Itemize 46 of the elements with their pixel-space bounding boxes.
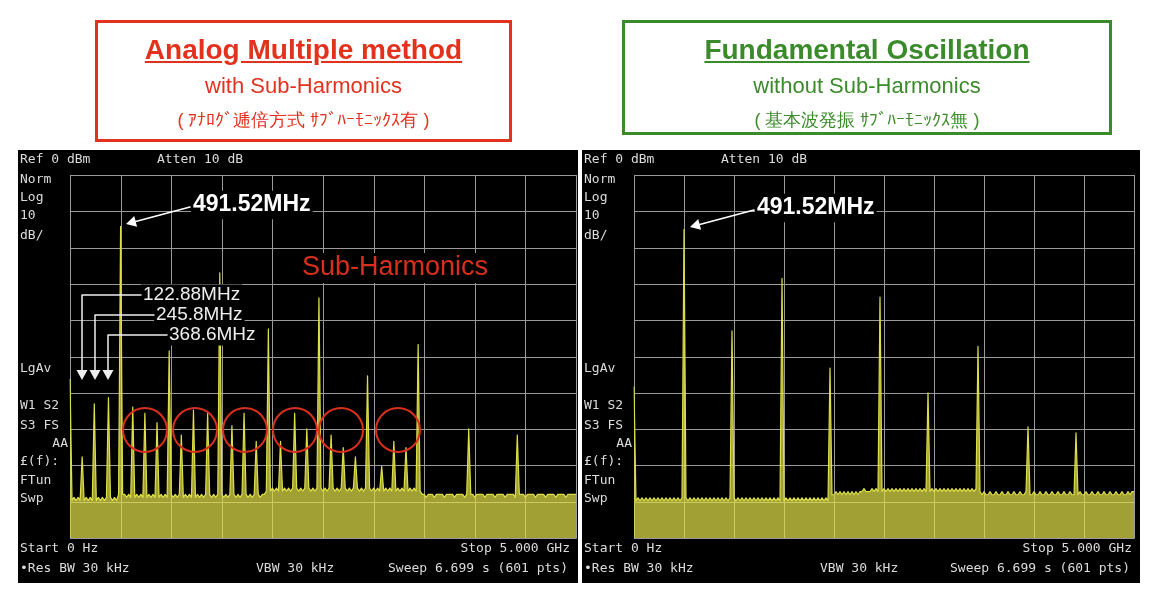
text: AA [52,435,69,451]
text: Stop 5.000 GHz [1022,540,1132,556]
chart-title: Fundamental Oscillation [703,34,1031,66]
text: S3 FS [20,417,60,433]
text: Log [584,189,608,205]
text: Swp [584,490,608,506]
text: LgAv [584,360,616,376]
text: £(f): [20,453,60,469]
text: W1 S2 [584,397,624,413]
text: dB/ [584,227,608,243]
text: LgAv [20,360,52,376]
text: VBW 30 kHz [820,560,899,576]
annotation: 368.6MHz [169,323,256,345]
text: Swp [20,490,44,506]
text: Atten 10 dB [721,151,808,167]
text: Ref 0 dBm [584,151,655,167]
text: FTun [20,472,52,488]
text: Ref 0 dBm [20,151,91,167]
text: Log [20,189,44,205]
text: Sweep 6.699 s (601 pts) [387,560,568,576]
text: W1 S2 [20,397,60,413]
annotation: Sub-Harmonics [302,251,489,282]
text: FTun [584,472,616,488]
text: •Res BW 30 kHz [584,560,694,576]
text: 10 [20,207,36,223]
text: VBW 30 kHz [256,560,335,576]
text: 491.52MHz [193,190,311,217]
text: Sweep 6.699 s (601 pts) [949,560,1130,576]
text: Start 0 Hz [20,540,99,556]
chart-subtitle: without Sub-Harmonics ( 基本波発振 ｻﾌﾞﾊｰﾓﾆｯｸｽ無 ) [752,73,982,132]
chart-title: Analog Multiple method [143,34,464,66]
text: S3 FS [584,417,624,433]
text: •Res BW 30 kHz [20,560,130,576]
chart-subtitle: with Sub-Harmonics ( ｱﾅﾛｸﾞ逓倍方式 ｻﾌﾞﾊｰﾓﾆｯｸｽ有 ) [176,73,431,132]
text: £(f): [584,453,624,469]
annotation: 245.8MHz [156,303,243,325]
text: Start 0 Hz [584,540,663,556]
text: dB/ [20,227,44,243]
text: Norm [584,171,616,187]
text: Atten 10 dB [157,151,244,167]
text: Norm [20,171,52,187]
text: 10 [584,207,600,223]
text: AA [616,435,633,451]
annotation: 122.88MHz [143,283,241,305]
text: 491.52MHz [757,193,875,220]
text: Stop 5.000 GHz [460,540,570,556]
